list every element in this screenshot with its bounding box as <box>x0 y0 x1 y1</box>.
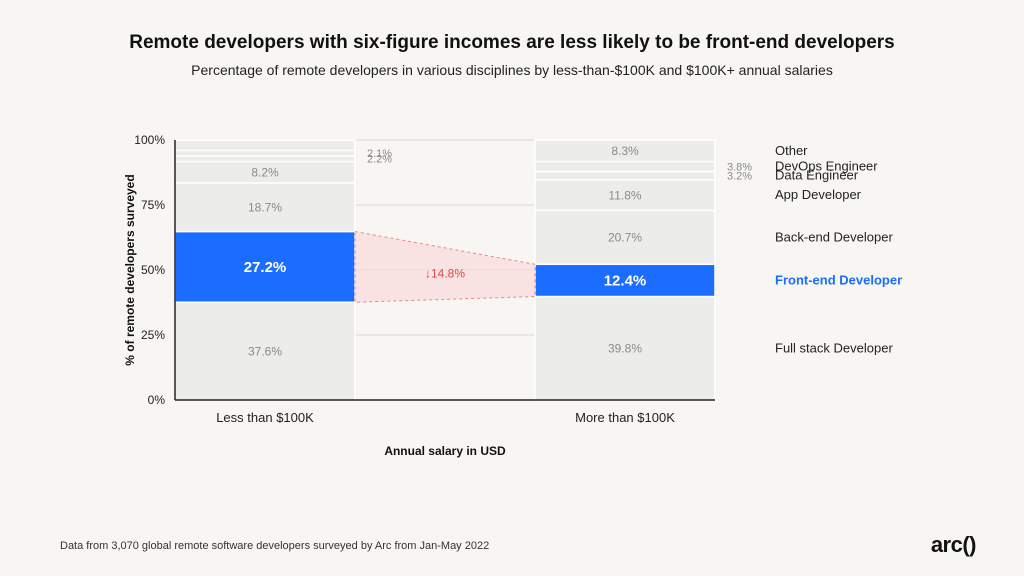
x-axis-label: Annual salary in USD <box>384 444 506 458</box>
y-tick-label: 50% <box>141 263 165 277</box>
bar-segment <box>535 171 715 179</box>
segment-value-label: 27.2% <box>244 259 287 276</box>
side-value-label: 3.2% <box>727 171 752 183</box>
y-tick-label: 0% <box>148 393 166 407</box>
logo: arc() <box>931 532 976 558</box>
segment-value-label: 39.8% <box>608 341 642 355</box>
bar-segment <box>175 156 355 162</box>
side-value-label: 2.2% <box>367 154 392 166</box>
legend-label: Full stack Developer <box>775 340 893 355</box>
bar-segment <box>175 150 355 155</box>
y-tick-label: 75% <box>141 198 165 212</box>
segment-value-label: 18.7% <box>248 200 282 214</box>
y-tick-label: 100% <box>134 133 165 147</box>
legend-label: App Developer <box>775 187 862 202</box>
page-subtitle: Percentage of remote developers in vario… <box>0 62 1024 78</box>
legend-label: Data Engineer <box>775 168 859 183</box>
segment-value-label: 37.6% <box>248 344 282 358</box>
y-tick-label: 25% <box>141 328 165 342</box>
x-category-label: Less than $100K <box>216 410 314 425</box>
page-title: Remote developers with six-figure income… <box>0 32 1024 54</box>
footer-note: Data from 3,070 global remote software d… <box>60 540 489 552</box>
segment-value-label: 11.8% <box>608 188 641 202</box>
stacked-bar-chart: 0% 25% 50% 75% 100% 37.6% 27.2% 18.7% 8.2% Less t… <box>60 120 960 480</box>
x-category-label: More than $100K <box>575 410 675 425</box>
bar-segment <box>175 140 355 150</box>
bar-segment <box>535 162 715 172</box>
segment-value-label: 8.3% <box>611 144 639 158</box>
legend-label: Front-end Developer <box>775 272 902 287</box>
legend-label: Back-end Developer <box>775 229 893 244</box>
segment-value-label: 12.4% <box>604 273 647 290</box>
segment-value-label: 20.7% <box>608 231 642 245</box>
diff-label: ↓14.8% <box>425 267 465 281</box>
legend-label: Other <box>775 143 808 158</box>
segment-value-label: 8.2% <box>251 165 279 179</box>
